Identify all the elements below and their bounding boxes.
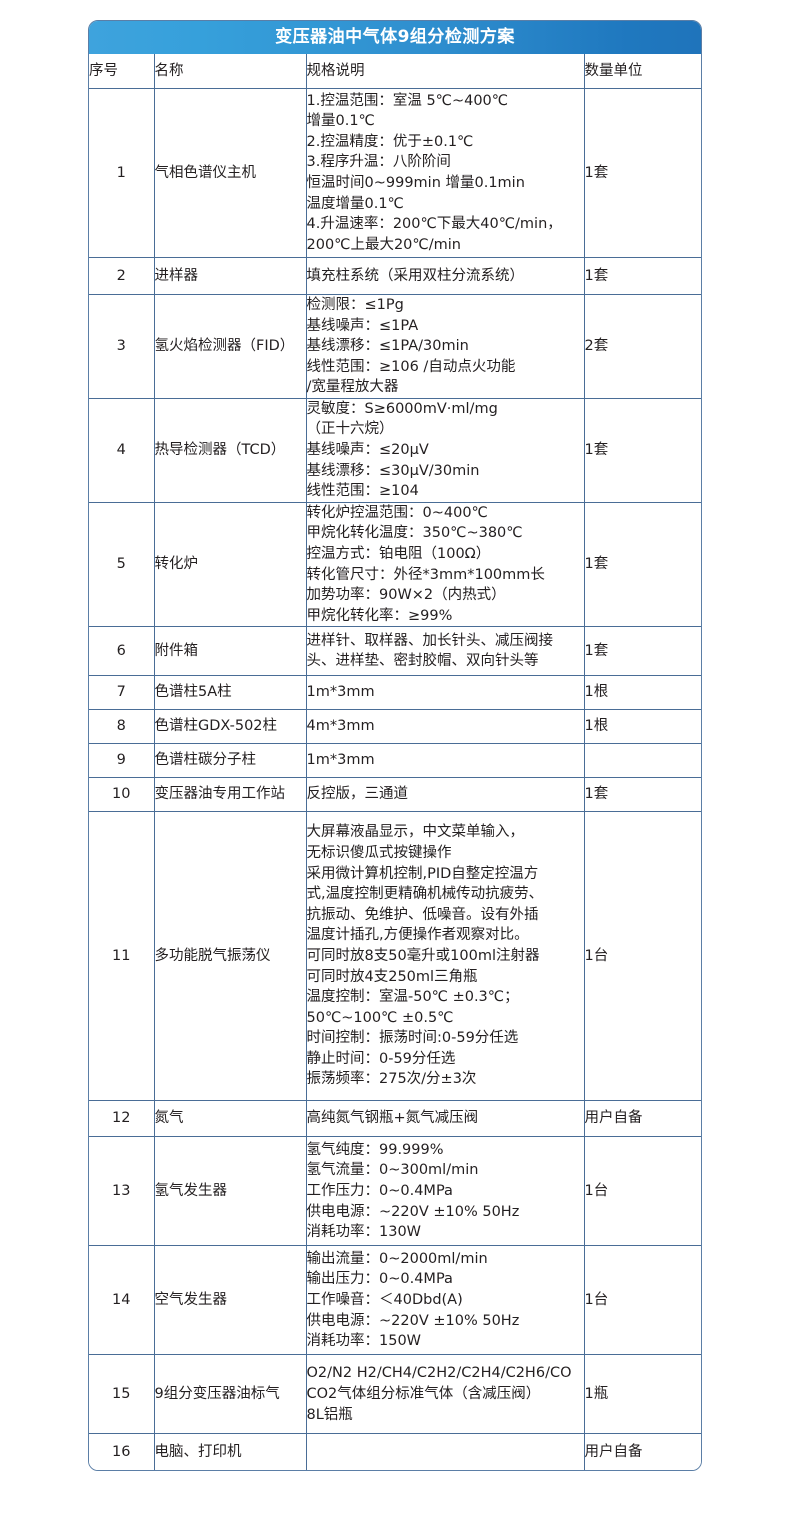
table-row: 4 热导检测器（TCD） 灵敏度：S≥6000mV·ml/mg （正十六烷） 基… [89,397,701,503]
cell-index: 5 [89,501,155,628]
page-title: 变压器油中气体9组分检测方案 [89,21,701,54]
cell-spec: 大屏幕液晶显示，中文菜单输入， 无标识傻瓜式按键操作 采用微计算机控制,PID自… [305,811,585,1102]
cell-index: 14 [89,1245,155,1356]
cell-spec: 1m*3mm [305,743,585,779]
spec-table: 序号 名称 规格说明 数量单位 1 气相色谱仪主机 1.控温范围：室温 5℃~4… [89,54,701,1471]
cell-qty [583,743,701,779]
cell-qty: 1套 [583,777,701,813]
cell-qty: 1套 [583,257,701,295]
cell-spec: 输出流量：0~2000ml/min 输出压力：0~0.4MPa 工作噪音：＜40… [305,1245,585,1356]
table-row: 15 9组分变压器油标气 O2/N2 H2/CH4/C2H2/C2H4/C2H6… [89,1354,701,1435]
cell-index: 6 [89,626,155,677]
cell-name: 色谱柱5A柱 [153,675,307,711]
cell-spec: 灵敏度：S≥6000mV·ml/mg （正十六烷） 基线噪声：≤20μV 基线漂… [305,397,585,503]
cell-index: 3 [89,294,155,399]
column-header-qty: 数量单位 [583,54,701,89]
cell-name: 变压器油专用工作站 [153,777,307,813]
table-row: 8 色谱柱GDX-502柱 4m*3mm 1根 [89,709,701,745]
table-header-row: 序号 名称 规格说明 数量单位 [89,54,701,89]
cell-index: 2 [89,257,155,295]
cell-spec: O2/N2 H2/CH4/C2H2/C2H4/C2H6/CO CO2气体组分标准… [305,1354,585,1435]
cell-name: 热导检测器（TCD） [153,397,307,503]
cell-index: 4 [89,397,155,503]
cell-qty: 1套 [583,397,701,503]
cell-qty: 用户自备 [583,1100,701,1138]
cell-spec: 反控版，三通道 [305,777,585,813]
cell-name: 氢气发生器 [153,1136,307,1247]
table-row: 11 多功能脱气振荡仪 大屏幕液晶显示，中文菜单输入， 无标识傻瓜式按键操作 采… [89,811,701,1102]
cell-index: 12 [89,1100,155,1138]
cell-spec: 4m*3mm [305,709,585,745]
cell-qty: 1台 [583,1245,701,1356]
cell-qty: 1台 [583,1136,701,1247]
cell-index: 7 [89,675,155,711]
cell-qty: 1瓶 [583,1354,701,1435]
cell-qty: 1套 [583,88,701,258]
cell-spec: 转化炉控温范围：0~400℃ 甲烷化转化温度：350℃~380℃ 控温方式：铂电… [305,501,585,628]
column-header-index: 序号 [89,54,155,89]
column-header-spec: 规格说明 [305,54,585,89]
cell-qty: 用户自备 [583,1433,701,1471]
cell-index: 8 [89,709,155,745]
table-row: 7 色谱柱5A柱 1m*3mm 1根 [89,675,701,711]
cell-spec: 1.控温范围：室温 5℃~400℃ 增量0.1℃ 2.控温精度：优于±0.1℃ … [305,88,585,258]
cell-name: 氢火焰检测器（FID） [153,294,307,399]
cell-spec: 填充柱系统（采用双柱分流系统） [305,257,585,295]
table-row: 16 电脑、打印机 用户自备 [89,1433,701,1471]
table-row: 3 氢火焰检测器（FID） 检测限：≤1Pg 基线噪声：≤1PA 基线漂移：≤1… [89,294,701,399]
table-row: 6 附件箱 进样针、取样器、加长针头、减压阀接 头、进样垫、密封胶帽、双向针头等… [89,626,701,677]
cell-spec: 进样针、取样器、加长针头、减压阀接 头、进样垫、密封胶帽、双向针头等 [305,626,585,677]
cell-name: 氮气 [153,1100,307,1138]
cell-qty: 1根 [583,675,701,711]
cell-spec: 氢气纯度：99.999% 氢气流量：0~300ml/min 工作压力：0~0.4… [305,1136,585,1247]
column-header-name: 名称 [153,54,307,89]
cell-name: 进样器 [153,257,307,295]
cell-index: 11 [89,811,155,1102]
cell-spec: 检测限：≤1Pg 基线噪声：≤1PA 基线漂移：≤1PA/30min 线性范围：… [305,294,585,399]
cell-name: 9组分变压器油标气 [153,1354,307,1435]
cell-spec [305,1433,585,1471]
cell-name: 空气发生器 [153,1245,307,1356]
table-row: 12 氮气 高纯氮气钢瓶+氮气减压阀 用户自备 [89,1100,701,1138]
cell-name: 转化炉 [153,501,307,628]
table-body: 1 气相色谱仪主机 1.控温范围：室温 5℃~400℃ 增量0.1℃ 2.控温精… [89,88,701,1471]
cell-name: 多功能脱气振荡仪 [153,811,307,1102]
cell-name: 附件箱 [153,626,307,677]
cell-index: 15 [89,1354,155,1435]
table-row: 2 进样器 填充柱系统（采用双柱分流系统） 1套 [89,257,701,295]
cell-index: 16 [89,1433,155,1471]
cell-name: 色谱柱GDX-502柱 [153,709,307,745]
cell-qty: 2套 [583,294,701,399]
cell-index: 13 [89,1136,155,1247]
spec-table-container: 变压器油中气体9组分检测方案 序号 名称 规格说明 数量单位 1 气相色谱仪主机… [88,20,702,1472]
cell-name: 色谱柱碳分子柱 [153,743,307,779]
cell-spec: 高纯氮气钢瓶+氮气减压阀 [305,1100,585,1138]
table-row: 5 转化炉 转化炉控温范围：0~400℃ 甲烷化转化温度：350℃~380℃ 控… [89,501,701,628]
cell-qty: 1套 [583,626,701,677]
cell-spec: 1m*3mm [305,675,585,711]
table-row: 14 空气发生器 输出流量：0~2000ml/min 输出压力：0~0.4MPa… [89,1245,701,1356]
cell-qty: 1台 [583,811,701,1102]
cell-name: 电脑、打印机 [153,1433,307,1471]
table-head: 序号 名称 规格说明 数量单位 [89,54,701,89]
table-row: 1 气相色谱仪主机 1.控温范围：室温 5℃~400℃ 增量0.1℃ 2.控温精… [89,88,701,258]
table-row: 13 氢气发生器 氢气纯度：99.999% 氢气流量：0~300ml/min 工… [89,1136,701,1247]
cell-index: 9 [89,743,155,779]
cell-name: 气相色谱仪主机 [153,88,307,258]
cell-qty: 1根 [583,709,701,745]
cell-index: 10 [89,777,155,813]
cell-qty: 1套 [583,501,701,628]
table-row: 10 变压器油专用工作站 反控版，三通道 1套 [89,777,701,813]
table-row: 9 色谱柱碳分子柱 1m*3mm [89,743,701,779]
cell-index: 1 [89,88,155,258]
